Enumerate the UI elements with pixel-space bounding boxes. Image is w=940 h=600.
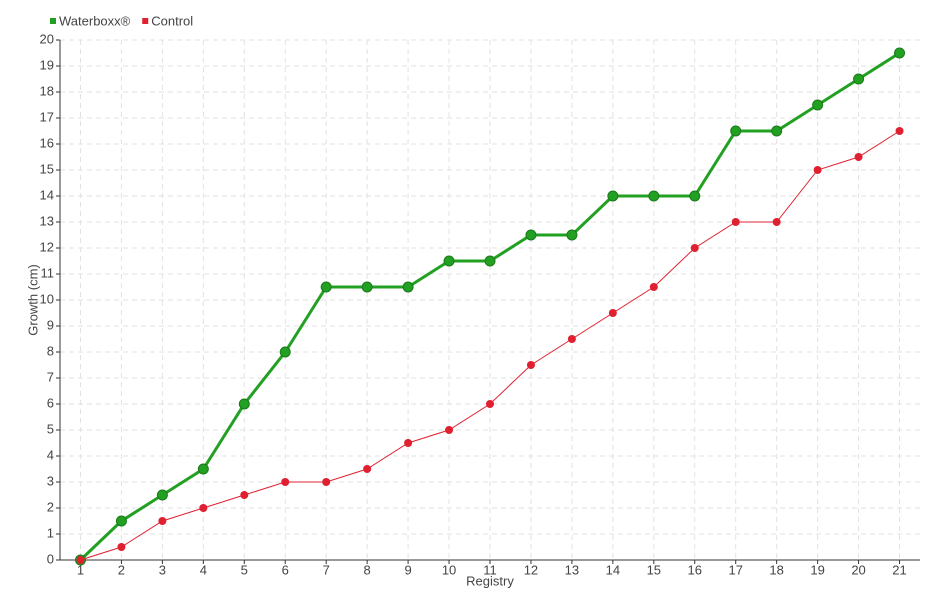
data-point bbox=[402, 281, 414, 293]
x-tick-label: 2 bbox=[118, 562, 125, 577]
data-point bbox=[445, 426, 454, 434]
data-point bbox=[648, 190, 660, 202]
y-tick-label: 10 bbox=[40, 291, 54, 306]
data-point bbox=[443, 255, 455, 267]
y-tick-label: 8 bbox=[47, 343, 54, 358]
y-tick-label: 17 bbox=[40, 109, 54, 124]
data-point bbox=[567, 335, 576, 343]
x-axis-label: Registry bbox=[466, 573, 514, 588]
y-tick-label: 19 bbox=[40, 57, 54, 72]
x-tick-label: 11 bbox=[483, 562, 497, 577]
data-point bbox=[854, 153, 863, 161]
legend-swatch bbox=[50, 18, 56, 24]
data-point bbox=[320, 281, 332, 293]
y-axis-label: Growth (cm) bbox=[25, 264, 40, 336]
data-point bbox=[525, 229, 537, 241]
x-tick-label: 18 bbox=[769, 562, 783, 577]
data-point bbox=[894, 47, 906, 59]
legend-swatch bbox=[142, 18, 149, 24]
data-point bbox=[238, 398, 250, 410]
x-tick-label: 15 bbox=[647, 562, 661, 577]
data-point bbox=[772, 218, 781, 226]
y-tick-label: 6 bbox=[47, 395, 54, 410]
x-tick-label: 21 bbox=[892, 562, 906, 577]
data-point bbox=[156, 489, 168, 501]
y-tick-label: 4 bbox=[47, 447, 54, 462]
data-point bbox=[281, 478, 290, 486]
x-tick-label: 12 bbox=[524, 562, 538, 577]
data-point bbox=[812, 99, 824, 111]
y-tick-label: 2 bbox=[47, 499, 54, 514]
legend-label: Control bbox=[151, 13, 193, 28]
data-point bbox=[117, 543, 126, 551]
data-point bbox=[689, 190, 701, 202]
data-point bbox=[731, 218, 740, 226]
y-tick-label: 18 bbox=[40, 83, 54, 98]
data-point bbox=[197, 463, 209, 475]
y-tick-label: 3 bbox=[47, 473, 54, 488]
y-tick-label: 11 bbox=[41, 265, 55, 280]
x-tick-label: 7 bbox=[323, 562, 330, 577]
data-point bbox=[690, 244, 699, 252]
y-tick-label: 7 bbox=[47, 369, 54, 384]
y-tick-label: 5 bbox=[47, 421, 54, 436]
y-tick-label: 9 bbox=[47, 317, 54, 332]
x-tick-label: 16 bbox=[688, 562, 702, 577]
y-tick-label: 0 bbox=[47, 551, 54, 566]
x-tick-label: 5 bbox=[241, 562, 248, 577]
data-point bbox=[115, 515, 127, 527]
x-tick-label: 19 bbox=[810, 562, 824, 577]
data-point bbox=[199, 504, 208, 512]
data-point bbox=[363, 465, 372, 473]
x-tick-label: 4 bbox=[200, 562, 207, 577]
y-tick-label: 14 bbox=[40, 187, 54, 202]
data-point bbox=[76, 556, 85, 564]
x-tick-label: 1 bbox=[77, 562, 84, 577]
data-point bbox=[484, 255, 496, 267]
x-tick-label: 20 bbox=[851, 562, 865, 577]
y-tick-label: 12 bbox=[40, 239, 54, 254]
y-tick-label: 16 bbox=[40, 135, 54, 150]
data-point bbox=[649, 283, 658, 291]
data-point bbox=[608, 309, 617, 317]
x-tick-label: 13 bbox=[565, 562, 579, 577]
data-point bbox=[730, 125, 742, 137]
data-point bbox=[813, 166, 822, 174]
data-point bbox=[853, 73, 865, 85]
data-point bbox=[486, 400, 494, 408]
x-tick-label: 10 bbox=[442, 562, 456, 577]
data-point bbox=[404, 439, 413, 447]
data-point bbox=[895, 127, 904, 135]
y-tick-label: 15 bbox=[40, 161, 54, 176]
data-point bbox=[771, 125, 783, 137]
data-point bbox=[240, 491, 249, 499]
x-tick-label: 9 bbox=[404, 562, 411, 577]
data-point bbox=[361, 281, 373, 293]
x-tick-label: 3 bbox=[159, 562, 166, 577]
y-tick-label: 1 bbox=[47, 525, 54, 540]
data-point bbox=[279, 346, 291, 358]
data-point bbox=[526, 361, 535, 369]
x-tick-label: 17 bbox=[728, 562, 742, 577]
x-tick-label: 14 bbox=[606, 562, 620, 577]
data-point bbox=[322, 478, 331, 486]
legend-label: Waterboxx® bbox=[59, 13, 131, 28]
y-tick-label: 20 bbox=[40, 31, 54, 46]
data-point bbox=[158, 517, 167, 525]
x-tick-label: 6 bbox=[282, 562, 289, 577]
data-point bbox=[607, 190, 619, 202]
x-tick-label: 8 bbox=[364, 562, 371, 577]
y-tick-label: 13 bbox=[40, 213, 54, 228]
data-point bbox=[566, 229, 578, 241]
